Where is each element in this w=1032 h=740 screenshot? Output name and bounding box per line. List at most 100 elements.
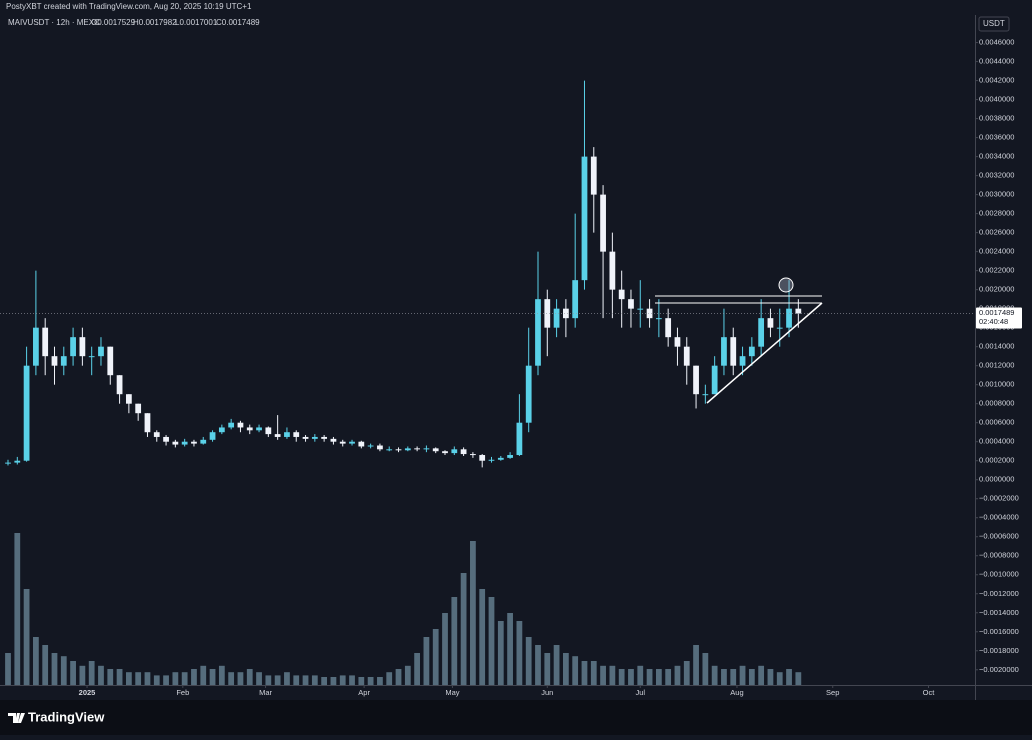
candle-body xyxy=(414,448,420,450)
candle-body xyxy=(711,365,718,395)
volume-bar xyxy=(274,675,281,685)
volume-bar xyxy=(786,669,792,685)
y-tick-label: 0.0028000 xyxy=(979,209,1014,218)
plot xyxy=(0,80,975,685)
candle-body xyxy=(665,318,672,338)
last-price-box xyxy=(976,307,1022,329)
volume-bar xyxy=(572,656,579,685)
candle-body xyxy=(386,449,393,451)
volume-bar xyxy=(637,665,644,685)
y-tick-label: −0.0012000 xyxy=(979,589,1019,598)
candle-body xyxy=(125,394,132,404)
volume-bar xyxy=(88,661,95,685)
candle-body xyxy=(479,455,486,461)
candle-body xyxy=(330,438,337,442)
y-tick-label: 0.0040000 xyxy=(979,95,1014,104)
y-tick-label: 0.0006000 xyxy=(979,418,1014,427)
candle-body xyxy=(135,403,142,414)
candle-body xyxy=(628,299,634,309)
volume-bar xyxy=(228,672,235,685)
y-tick-label: −0.0018000 xyxy=(979,646,1019,655)
volume-bar xyxy=(628,669,634,685)
volume-bar xyxy=(404,665,411,685)
volume-bar xyxy=(237,672,244,685)
candle-body xyxy=(507,455,513,458)
candle-body xyxy=(98,346,104,357)
volume-bar xyxy=(600,665,606,685)
candle-body xyxy=(516,422,523,456)
candle-body xyxy=(339,441,346,444)
x-tick-label: Oct xyxy=(923,688,936,697)
candle-body xyxy=(51,356,58,366)
volume-bar xyxy=(544,653,551,685)
volume-bar xyxy=(116,669,123,685)
volume-bar xyxy=(776,672,783,685)
volume-bar xyxy=(423,637,430,685)
candle-body xyxy=(42,327,49,357)
volume-bar xyxy=(172,672,179,685)
volume-bar xyxy=(135,672,142,685)
volume-bar xyxy=(683,661,690,685)
volume-bar xyxy=(311,675,318,685)
candle-body xyxy=(702,394,709,396)
volume-bar xyxy=(563,653,569,685)
candle-body xyxy=(181,441,188,445)
y-tick-label: 0.0014000 xyxy=(979,342,1014,351)
x-tick-label: Jul xyxy=(635,688,645,697)
volume-bar xyxy=(125,672,132,685)
candle-body xyxy=(497,457,504,460)
y-tick-label: 0.0032000 xyxy=(979,171,1014,180)
x-tick-label: Aug xyxy=(730,688,743,697)
highlight-circle xyxy=(778,277,794,293)
candle-body xyxy=(553,308,560,328)
candle-body xyxy=(460,449,467,455)
volume-bar xyxy=(581,661,588,685)
candle-body xyxy=(739,356,746,366)
y-tick-label: 0.0008000 xyxy=(979,399,1014,408)
volume-bar xyxy=(349,675,355,685)
candle-body xyxy=(79,337,86,357)
volume-bar xyxy=(646,669,653,685)
candle-body xyxy=(404,448,411,451)
volume-bar xyxy=(488,597,495,685)
volume-bar xyxy=(739,665,746,685)
candle-body xyxy=(144,413,151,433)
x-tick-label: Sep xyxy=(826,688,839,697)
logo-text: TradingView xyxy=(28,709,105,724)
volume-bar xyxy=(674,665,681,685)
volume-bar xyxy=(153,675,160,685)
volume-bar xyxy=(693,645,699,685)
currency-box[interactable] xyxy=(978,16,1010,32)
volume-bar xyxy=(377,677,383,685)
candle-body xyxy=(209,432,216,440)
candle-body xyxy=(572,280,579,319)
candle-body xyxy=(637,308,644,310)
candle-body xyxy=(311,436,318,439)
candle-body xyxy=(683,346,690,366)
legend-open: O0.0017529 xyxy=(91,18,136,27)
candle-body xyxy=(693,365,699,395)
volume-bar xyxy=(442,613,448,685)
candle-body xyxy=(23,365,30,461)
volume-bar xyxy=(70,661,76,685)
candle-body xyxy=(191,441,197,444)
volume-bar xyxy=(470,541,476,685)
candle-body xyxy=(525,365,532,423)
volume-bar xyxy=(358,677,365,685)
candle-body xyxy=(70,337,76,357)
volume-bar xyxy=(525,637,532,685)
candle-body xyxy=(163,436,169,442)
volume-bar xyxy=(330,677,337,685)
candle-body xyxy=(674,337,681,347)
volume-bar xyxy=(553,645,560,685)
attribution: PostyXBT created with TradingView.com, A… xyxy=(6,2,252,11)
x-tick-label: May xyxy=(445,688,459,697)
y-tick-label: 0.0046000 xyxy=(979,38,1014,47)
candle-body xyxy=(367,445,374,447)
candle-body xyxy=(293,432,300,437)
candle-body xyxy=(581,156,588,281)
y-tick-label: −0.0014000 xyxy=(979,608,1019,617)
volume-bar xyxy=(284,672,290,685)
volume-bar xyxy=(618,669,625,685)
